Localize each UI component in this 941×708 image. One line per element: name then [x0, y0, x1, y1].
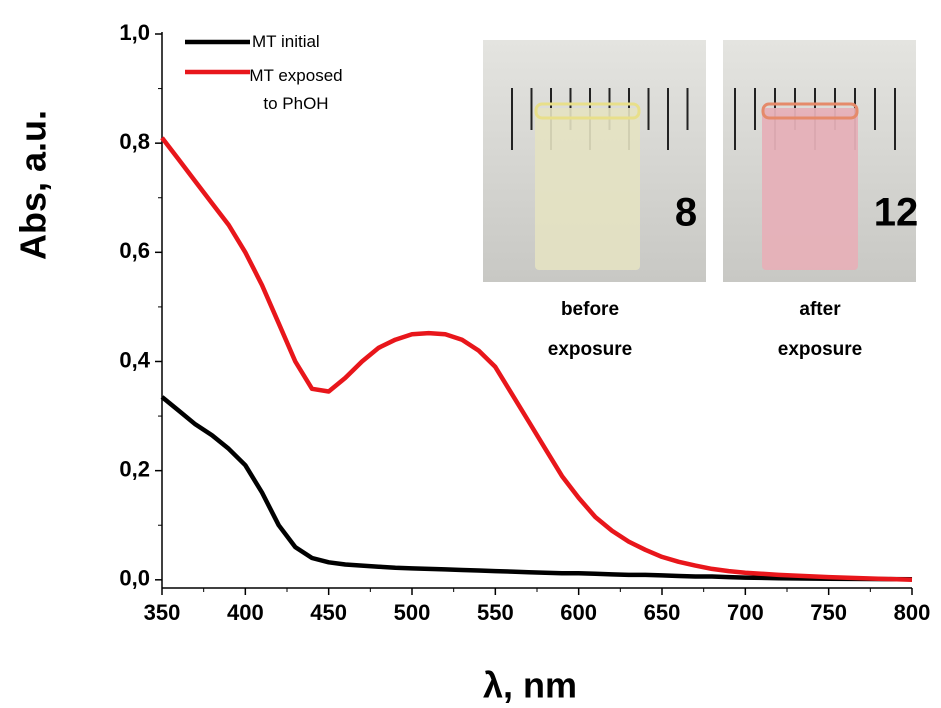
y-tick-label: 1,0 — [119, 20, 150, 45]
x-tick-label: 800 — [894, 600, 931, 625]
x-tick-label: 650 — [644, 600, 681, 625]
sample-edge — [761, 102, 859, 120]
y-axis-label: Abs, a.u. — [13, 110, 54, 260]
x-tick-label: 400 — [227, 600, 264, 625]
scale-number: 12 — [874, 191, 919, 235]
x-tick-label: 350 — [144, 600, 181, 625]
x-tick-label: 700 — [727, 600, 764, 625]
x-tick-label: 550 — [477, 600, 514, 625]
y-tick-label: 0,6 — [119, 238, 150, 263]
sample-edge — [534, 102, 641, 120]
y-tick-label: 0,8 — [119, 129, 150, 154]
data-line — [160, 395, 913, 582]
legend-label: MT initial — [252, 32, 320, 51]
y-tick-label: 0,2 — [119, 456, 150, 481]
y-tick-label: 0,0 — [119, 566, 150, 591]
scale-number: 8 — [675, 191, 697, 235]
legend-label: MT exposed to PhOH — [249, 66, 343, 113]
sample-before — [535, 108, 640, 270]
y-tick-label: 0,4 — [119, 347, 150, 372]
x-axis-label: λ, nm — [483, 665, 577, 706]
data-line — [160, 136, 913, 583]
inset-caption: after exposure — [777, 299, 863, 360]
x-tick-label: 750 — [810, 600, 847, 625]
inset-photos — [483, 40, 916, 282]
sample-after — [762, 108, 858, 270]
x-tick-label: 600 — [560, 600, 597, 625]
inset-caption: before exposure — [547, 299, 633, 360]
x-tick-label: 500 — [394, 600, 431, 625]
x-tick-label: 450 — [310, 600, 347, 625]
